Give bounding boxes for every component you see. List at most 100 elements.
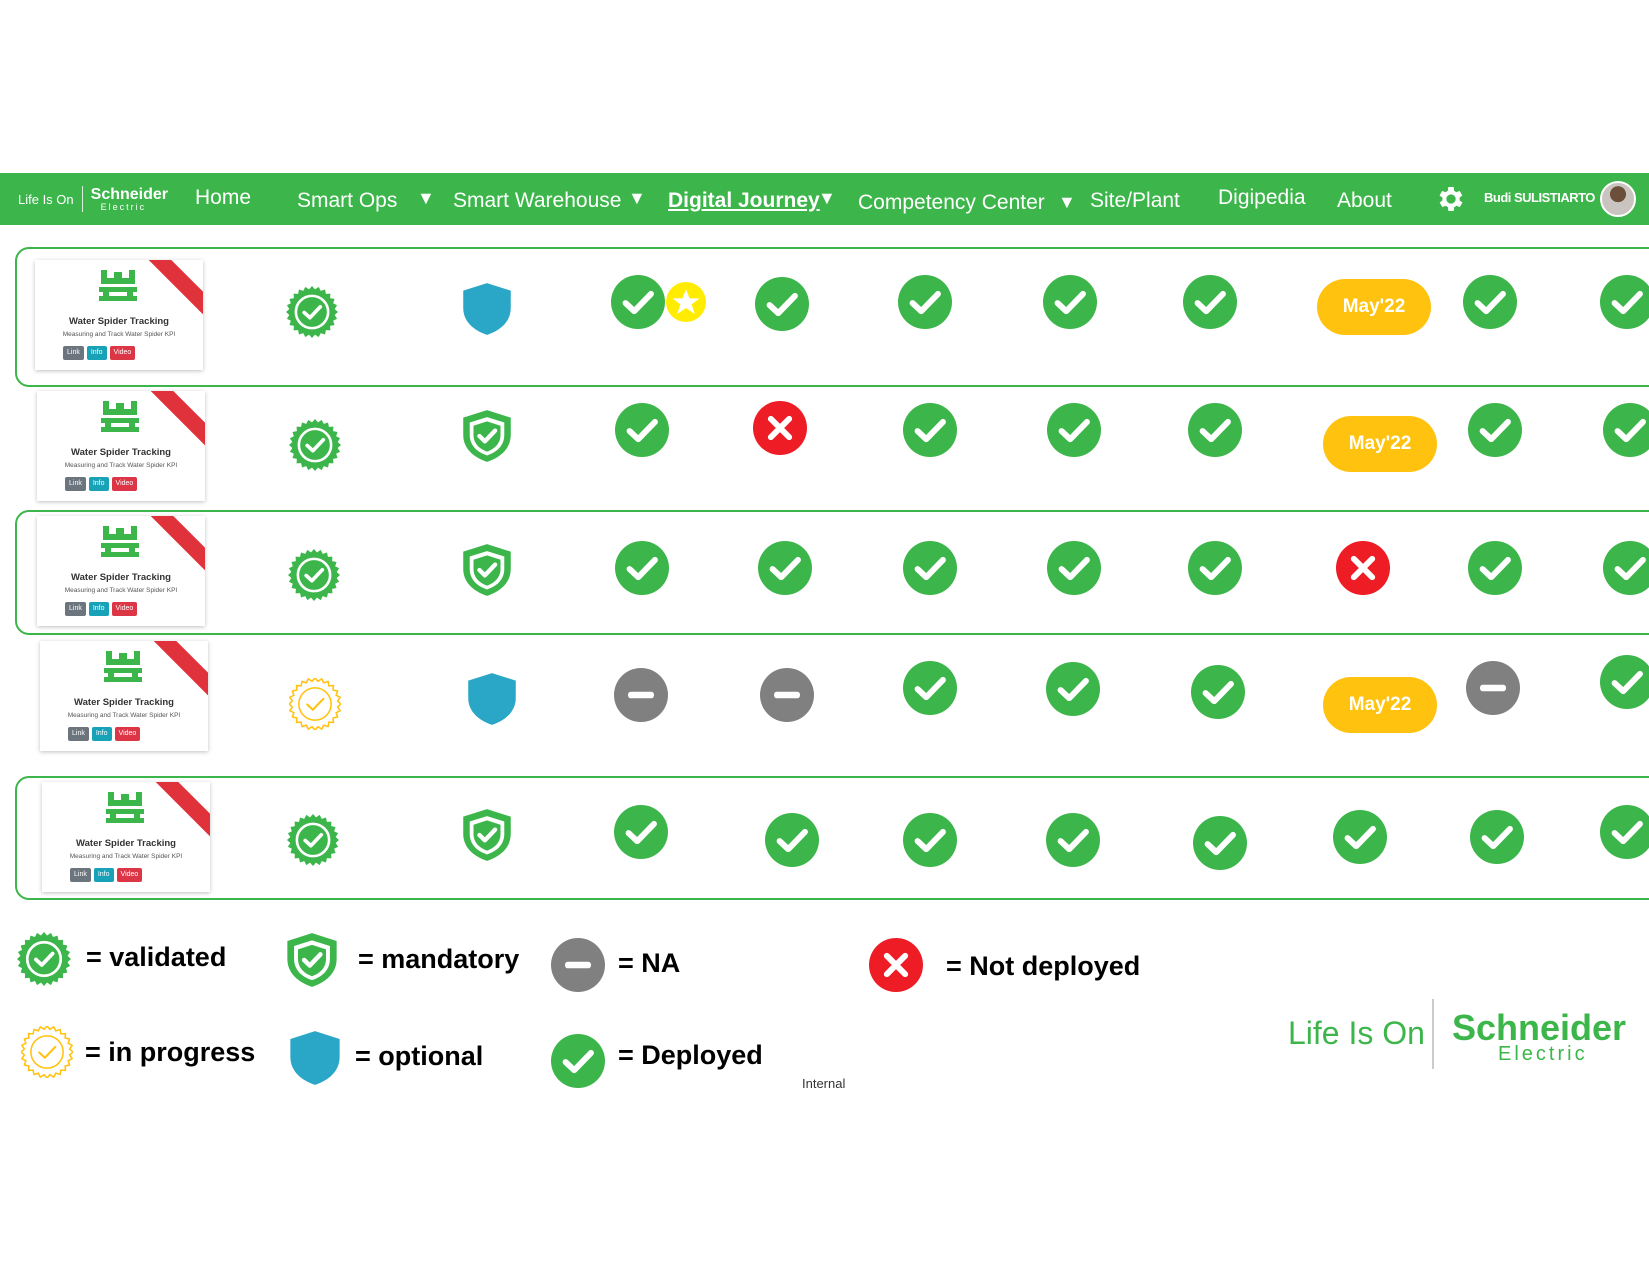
nav-competency-center[interactable]: Competency Center [858,191,1045,214]
na-icon [614,668,668,727]
nav-smart-ops[interactable]: Smart Ops [297,189,398,212]
featured-ribbon [144,516,205,574]
nav-about[interactable]: About [1337,189,1392,212]
deployed-check-icon [758,541,812,600]
avatar[interactable] [1600,181,1636,217]
warehouse-icon [104,651,142,682]
app-card[interactable]: Water Spider Tracking Measuring and Trac… [35,260,203,370]
legend-not-deployed-label: = Not deployed [946,951,1141,981]
deployed-check-icon [1047,541,1101,600]
video-button[interactable]: Video [111,477,138,491]
validated-badge-icon [286,286,338,343]
deployed-check-icon [903,403,957,462]
optional-shield-icon [465,672,519,731]
validated-badge-icon [289,419,341,476]
table-row-frame-3 [15,510,1649,635]
video-button[interactable]: Video [111,602,138,616]
warehouse-icon [106,792,144,823]
smart-warehouse-caret-icon[interactable]: ▼ [628,188,646,208]
card-title: Water Spider Tracking [71,572,171,583]
deployed-check-icon [1470,810,1524,869]
app-card[interactable]: Water Spider Tracking Measuring and Trac… [40,641,208,751]
nav-digital-journey[interactable]: Digital Journey [668,189,820,212]
video-button[interactable]: Video [114,727,141,741]
date-badge: May'22 [1323,416,1437,472]
deployed-check-icon [1603,541,1649,600]
deployed-check-icon [1046,813,1100,872]
info-button[interactable]: Info [93,868,114,882]
app-card[interactable]: Water Spider Tracking Measuring and Trac… [37,516,205,626]
card-title: Water Spider Tracking [69,316,169,327]
app-card[interactable]: Water Spider Tracking Measuring and Trac… [37,391,205,501]
info-button[interactable]: Info [88,477,109,491]
smart-ops-caret-icon[interactable]: ▼ [417,188,435,208]
deployed-check-icon [1468,403,1522,462]
link-button[interactable]: Link [65,477,86,491]
deployed-check-icon [1046,662,1100,721]
card-subtitle: Measuring and Track Water Spider KPI [64,462,178,469]
deployed-check-icon [898,275,952,334]
date-badge: May'22 [1317,279,1431,335]
brand-sub: Electric [100,201,147,212]
nav-home[interactable]: Home [195,186,252,209]
deployed-check-icon [614,805,668,864]
deployed-check-icon [1603,403,1649,462]
card-title: Water Spider Tracking [71,447,171,458]
brand-wordmark: Schneider Electric [90,185,168,212]
deployed-check-icon [755,277,809,336]
featured-ribbon [142,260,203,318]
info-button[interactable]: Info [86,346,107,360]
deployed-check-icon [1600,275,1649,334]
deployed-check-icon [903,813,957,872]
card-subtitle: Measuring and Track Water Spider KPI [69,853,183,860]
gear-icon[interactable] [1435,183,1467,220]
legend-validated-icon [17,932,71,991]
legend-na-icon [551,938,605,997]
nav-digipedia[interactable]: Digipedia [1218,186,1306,209]
brand-name: Schneider [90,185,168,203]
link-button[interactable]: Link [70,868,91,882]
video-button[interactable]: Video [109,346,136,360]
deployed-check-icon [611,275,665,334]
deployed-check-icon [1191,665,1245,724]
deployed-check-icon [615,403,669,462]
date-badge: May'22 [1323,677,1437,733]
table-row-frame-5 [15,776,1649,900]
mandatory-shield-icon [460,808,514,867]
card-title: Water Spider Tracking [76,838,176,849]
na-icon [1466,661,1520,720]
table-row-frame-1 [15,247,1649,387]
digital-journey-caret-icon[interactable]: ▼ [818,188,836,208]
link-button[interactable]: Link [63,346,84,360]
validated-badge-icon [287,814,339,871]
featured-ribbon [147,641,208,699]
legend-mandatory-label: = mandatory [358,944,520,974]
link-button[interactable]: Link [65,602,86,616]
info-button[interactable]: Info [91,727,112,741]
brand-tagline: Life Is On [18,191,74,207]
deployed-check-icon [1188,541,1242,600]
link-button[interactable]: Link [68,727,89,741]
legend-deployed-icon [551,1034,605,1093]
deployed-check-icon [615,541,669,600]
deployed-check-icon [1468,541,1522,600]
info-button[interactable]: Info [88,602,109,616]
user-name[interactable]: Budi SULISTIARTO [1484,190,1595,205]
deployed-check-icon [1333,810,1387,869]
warehouse-icon [99,270,137,301]
legend-in-progress-label: = in progress [85,1037,256,1067]
brand-divider [81,186,83,212]
brand-logo[interactable]: Life Is On Schneider Electric [18,186,168,212]
deployed-check-icon [1600,655,1649,714]
warehouse-icon [101,401,139,432]
video-button[interactable]: Video [116,868,143,882]
legend-deployed-label: = Deployed [618,1040,763,1070]
card-subtitle: Measuring and Track Water Spider KPI [67,712,181,719]
nav-smart-warehouse[interactable]: Smart Warehouse [453,189,622,212]
card-subtitle: Measuring and Track Water Spider KPI [62,331,176,338]
app-card[interactable]: Water Spider Tracking Measuring and Trac… [42,782,210,892]
star-icon [666,282,706,327]
nav-site-plant[interactable]: Site/Plant [1090,189,1180,212]
competency-center-caret-icon[interactable]: ▼ [1058,192,1076,212]
not-deployed-icon [753,401,807,460]
